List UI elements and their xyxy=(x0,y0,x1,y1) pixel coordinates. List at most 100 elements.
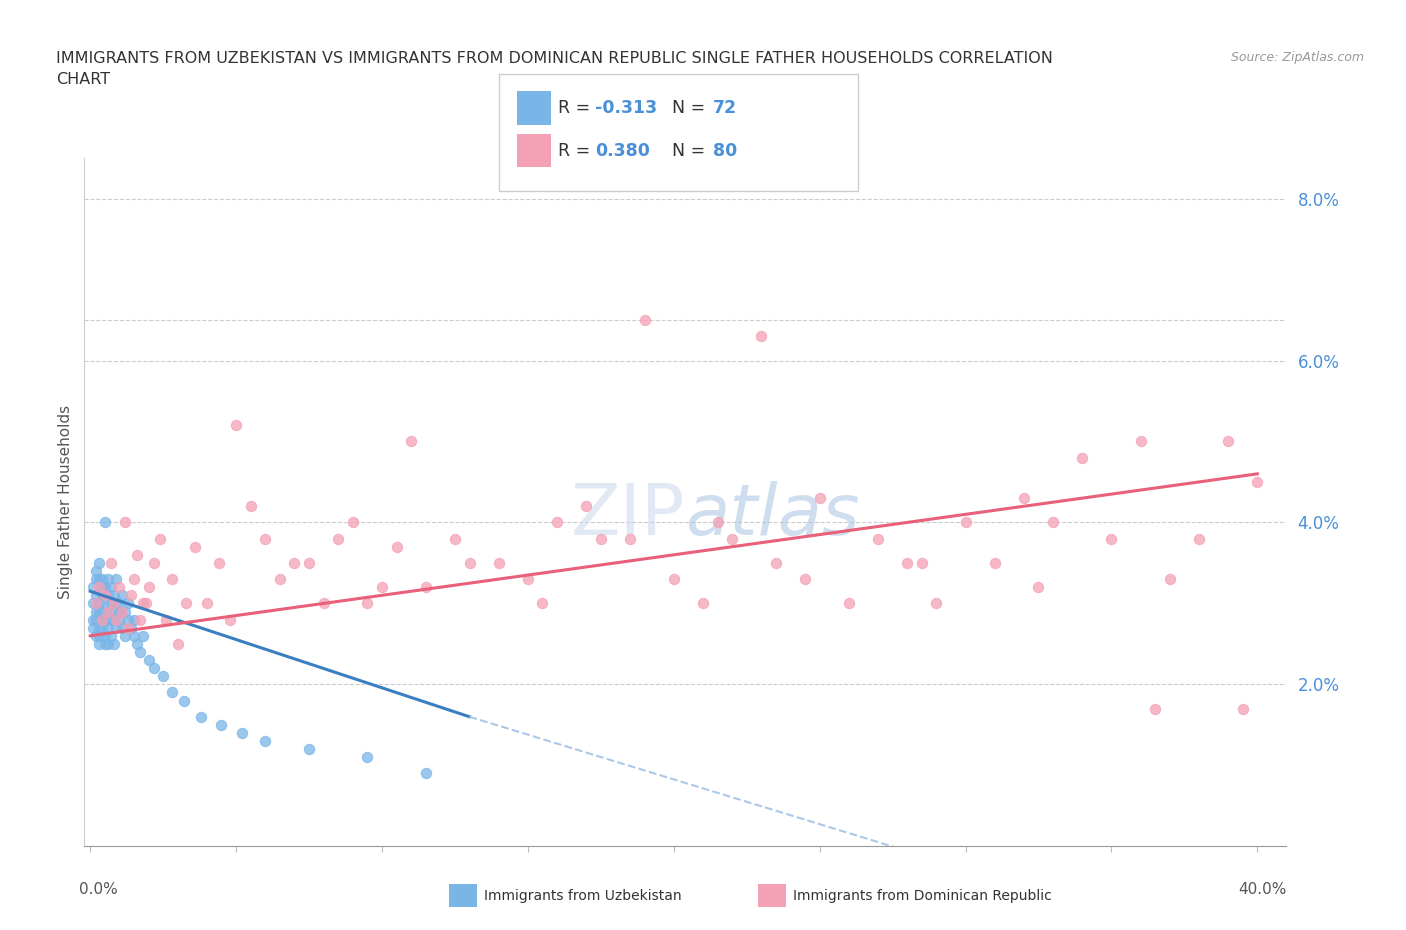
Point xyxy=(546,515,568,530)
Point xyxy=(94,515,117,530)
Point xyxy=(82,596,104,611)
Point xyxy=(488,555,510,570)
Point xyxy=(589,531,612,546)
Point xyxy=(219,612,242,627)
Point xyxy=(155,612,177,627)
Point xyxy=(152,669,174,684)
Point xyxy=(100,612,122,627)
Point xyxy=(312,596,335,611)
Point xyxy=(90,620,112,635)
Text: IMMIGRANTS FROM UZBEKISTAN VS IMMIGRANTS FROM DOMINICAN REPUBLIC SINGLE FATHER H: IMMIGRANTS FROM UZBEKISTAN VS IMMIGRANTS… xyxy=(56,51,1053,87)
Point xyxy=(662,572,685,587)
Text: 80: 80 xyxy=(713,141,737,160)
Text: 0.380: 0.380 xyxy=(595,141,650,160)
Point xyxy=(838,596,860,611)
Text: 72: 72 xyxy=(713,99,737,117)
Point xyxy=(794,572,817,587)
Point xyxy=(1144,701,1167,716)
Point xyxy=(105,596,128,611)
Point xyxy=(84,629,107,644)
Text: N =: N = xyxy=(672,99,711,117)
Point xyxy=(100,579,122,594)
Point xyxy=(138,579,160,594)
Point xyxy=(105,620,128,635)
Point xyxy=(97,572,120,587)
Point xyxy=(82,620,104,635)
Point xyxy=(138,653,160,668)
Point xyxy=(90,612,112,627)
Point xyxy=(444,531,467,546)
Point xyxy=(103,588,125,603)
Point xyxy=(97,604,120,619)
Point xyxy=(516,572,538,587)
Point xyxy=(173,693,195,708)
Point xyxy=(125,636,148,651)
Point xyxy=(94,596,117,611)
Text: N =: N = xyxy=(672,141,711,160)
Point xyxy=(87,555,110,570)
Point xyxy=(97,588,120,603)
Point xyxy=(955,515,977,530)
Point xyxy=(90,612,112,627)
Point xyxy=(160,572,183,587)
Point xyxy=(356,750,378,764)
Text: 0.0%: 0.0% xyxy=(79,883,117,897)
Text: Source: ZipAtlas.com: Source: ZipAtlas.com xyxy=(1230,51,1364,64)
Point xyxy=(298,555,321,570)
Point xyxy=(114,604,136,619)
Point xyxy=(108,596,131,611)
Text: R =: R = xyxy=(558,99,596,117)
Point xyxy=(90,579,112,594)
Point xyxy=(143,660,166,675)
Point xyxy=(87,604,110,619)
Point xyxy=(176,596,198,611)
Point xyxy=(105,612,128,627)
Point xyxy=(415,579,437,594)
Point xyxy=(90,604,112,619)
Point xyxy=(149,531,172,546)
Point xyxy=(103,612,125,627)
Point xyxy=(97,620,120,635)
Point xyxy=(94,629,117,644)
Point xyxy=(575,498,598,513)
Point xyxy=(1188,531,1211,546)
Point xyxy=(87,572,110,587)
Point xyxy=(749,329,772,344)
Point xyxy=(207,555,229,570)
Point xyxy=(94,588,117,603)
Point xyxy=(283,555,305,570)
Point xyxy=(108,604,131,619)
Point xyxy=(114,515,136,530)
Point xyxy=(128,612,150,627)
Point xyxy=(87,636,110,651)
Y-axis label: Single Father Households: Single Father Households xyxy=(58,405,73,599)
Point xyxy=(120,620,142,635)
Point xyxy=(143,555,166,570)
Point xyxy=(111,588,134,603)
Point xyxy=(125,548,148,563)
Point xyxy=(458,555,481,570)
Point xyxy=(94,579,117,594)
Text: -0.313: -0.313 xyxy=(595,99,657,117)
Point xyxy=(122,572,145,587)
Point xyxy=(231,725,253,740)
Point xyxy=(184,539,207,554)
Point xyxy=(385,539,408,554)
Point xyxy=(1232,701,1254,716)
Point xyxy=(90,572,112,587)
Text: R =: R = xyxy=(558,141,596,160)
Point xyxy=(195,596,218,611)
Point xyxy=(356,596,378,611)
Point xyxy=(1042,515,1064,530)
Text: Immigrants from Uzbekistan: Immigrants from Uzbekistan xyxy=(484,888,682,903)
Point xyxy=(225,418,247,432)
Point xyxy=(254,531,277,546)
Point xyxy=(108,612,131,627)
Point xyxy=(692,596,714,611)
Point xyxy=(328,531,350,546)
Point xyxy=(122,612,145,627)
Point xyxy=(415,766,437,781)
Point xyxy=(82,579,104,594)
Point xyxy=(132,596,155,611)
Point xyxy=(633,312,655,327)
